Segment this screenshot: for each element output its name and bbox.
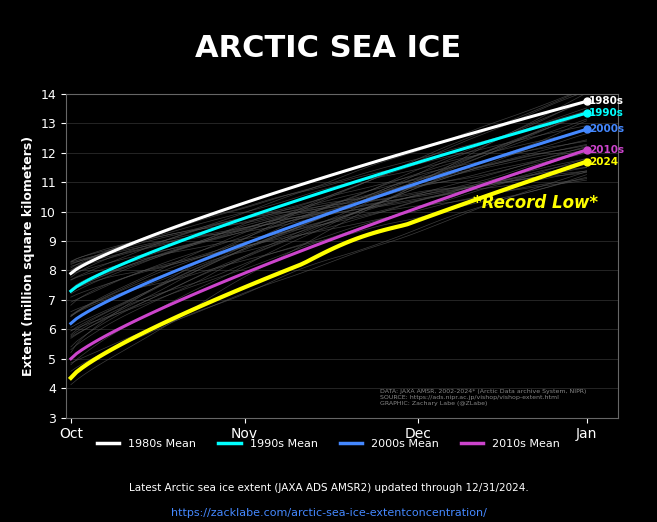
- Legend: 1980s Mean, 1990s Mean, 2000s Mean, 2010s Mean: 1980s Mean, 1990s Mean, 2000s Mean, 2010…: [93, 435, 564, 454]
- Text: 2024: 2024: [589, 157, 618, 167]
- Text: 1980s: 1980s: [589, 97, 624, 106]
- Text: ARCTIC SEA ICE: ARCTIC SEA ICE: [195, 33, 462, 63]
- Text: 2000s: 2000s: [589, 124, 624, 134]
- Text: 1990s: 1990s: [589, 108, 624, 118]
- Text: DATA: JAXA AMSR, 2002-2024* (Arctic Data archive System, NIPR)
SOURCE: https://a: DATA: JAXA AMSR, 2002-2024* (Arctic Data…: [380, 389, 587, 406]
- Text: https://zacklabe.com/arctic-sea-ice-extentconcentration/: https://zacklabe.com/arctic-sea-ice-exte…: [171, 507, 486, 518]
- Text: *Record Low*: *Record Low*: [473, 194, 599, 212]
- Text: Latest Arctic sea ice extent (JAXA ADS AMSR2) updated through 12/31/2024.: Latest Arctic sea ice extent (JAXA ADS A…: [129, 483, 528, 493]
- Y-axis label: Extent (million square kilometers): Extent (million square kilometers): [22, 136, 35, 376]
- Text: 2010s: 2010s: [589, 145, 624, 155]
